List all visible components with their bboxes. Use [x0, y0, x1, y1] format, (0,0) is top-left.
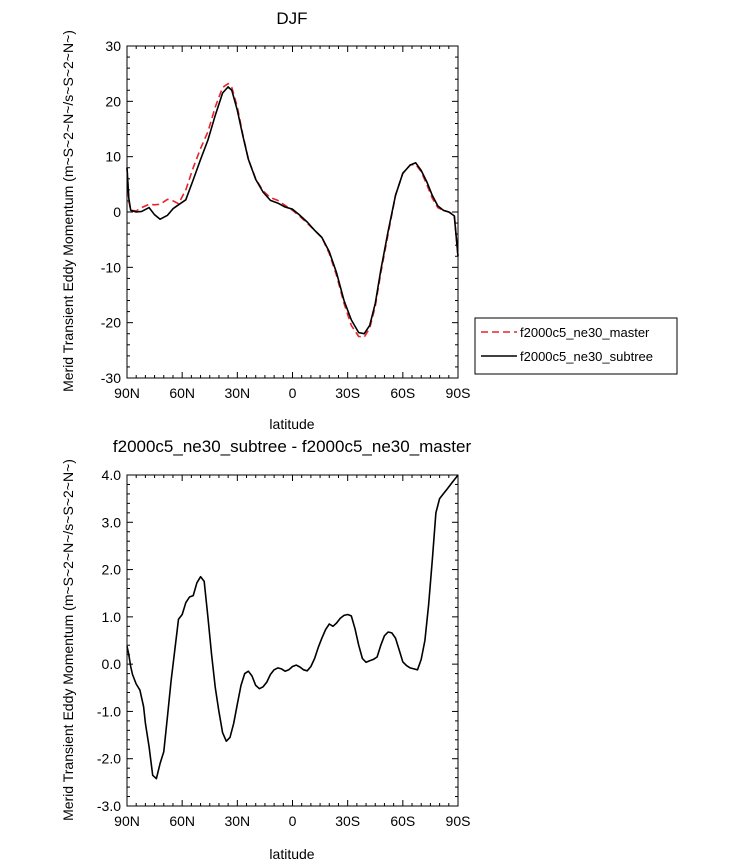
legend-box [474, 317, 678, 375]
ticks-group [126, 474, 459, 807]
x-axis-label: latitude [269, 416, 314, 432]
chart-title: f2000c5_ne30_subtree - f2000c5_ne30_mast… [113, 437, 472, 456]
y-tick-labels: -30 -20 -10 0 10 20 30 [101, 38, 121, 386]
legend-label-master: f2000c5_ne30_master [520, 325, 650, 340]
x-tick-label: 60S [390, 385, 415, 401]
chart-title: DJF [276, 9, 307, 28]
plot-frame [126, 45, 459, 379]
panel-djf: DJF -30 -20 -10 0 10 20 30 90N 60N 30N 0 30S 60S 90S… [60, 9, 678, 432]
y-tick-label: 2.0 [102, 562, 122, 578]
ticks-group [126, 45, 459, 379]
x-axis-label: latitude [269, 846, 314, 862]
x-tick-labels: 90N 60N 30N 0 30S 60S 90S [114, 385, 470, 401]
x-tick-label: 30N [224, 813, 250, 829]
y-tick-label: 3.0 [102, 514, 122, 530]
x-tick-label: 30S [335, 385, 360, 401]
y-tick-label: 0 [113, 204, 121, 220]
y-axis-label: Merid Transient Eddy Momentum (m~S~2~N~/… [60, 459, 76, 821]
series-line-f2000c5-ne30-master [126, 82, 459, 338]
x-tick-label: 0 [289, 813, 297, 829]
legend: f2000c5_ne30_master f2000c5_ne30_subtree [474, 317, 678, 375]
y-tick-label: 4.0 [102, 467, 122, 483]
x-tick-label: 90N [114, 385, 140, 401]
y-tick-label: 30 [105, 38, 121, 54]
series-line-f2000c5-ne30-subtree [126, 86, 459, 335]
x-tick-label: 0 [289, 385, 297, 401]
x-tick-label: 90S [446, 385, 471, 401]
x-tick-label: 60S [390, 813, 415, 829]
x-tick-labels: 90N 60N 30N 0 30S 60S 90S [114, 813, 470, 829]
x-tick-label: 90N [114, 813, 140, 829]
x-tick-label: 60N [169, 385, 195, 401]
series-line-f2000c5-ne30-subtree-f2000c5-ne30-master [126, 474, 459, 780]
y-tick-label: -20 [101, 315, 121, 331]
y-axis-label: Merid Transient Eddy Momentum (m~S~2~N~/… [60, 30, 76, 392]
series-group [126, 474, 459, 780]
series-group [126, 82, 459, 338]
y-tick-label: 0.0 [102, 656, 122, 672]
y-tick-label: -10 [101, 259, 121, 275]
y-tick-label: 10 [105, 149, 121, 165]
y-tick-label: -2.0 [97, 751, 121, 767]
y-tick-label: 1.0 [102, 609, 122, 625]
y-tick-labels: -3.0 -2.0 -1.0 0.0 1.0 2.0 3.0 4.0 [97, 467, 121, 814]
y-tick-label: -30 [101, 370, 121, 386]
y-tick-label: -1.0 [97, 703, 121, 719]
panel-difference: f2000c5_ne30_subtree - f2000c5_ne30_mast… [60, 437, 471, 862]
x-tick-label: 30S [335, 813, 360, 829]
x-tick-label: 30N [224, 385, 250, 401]
y-tick-label: 20 [105, 93, 121, 109]
y-tick-label: -3.0 [97, 798, 121, 814]
x-tick-label: 90S [446, 813, 471, 829]
x-tick-label: 60N [169, 813, 195, 829]
legend-label-subtree: f2000c5_ne30_subtree [520, 349, 653, 364]
